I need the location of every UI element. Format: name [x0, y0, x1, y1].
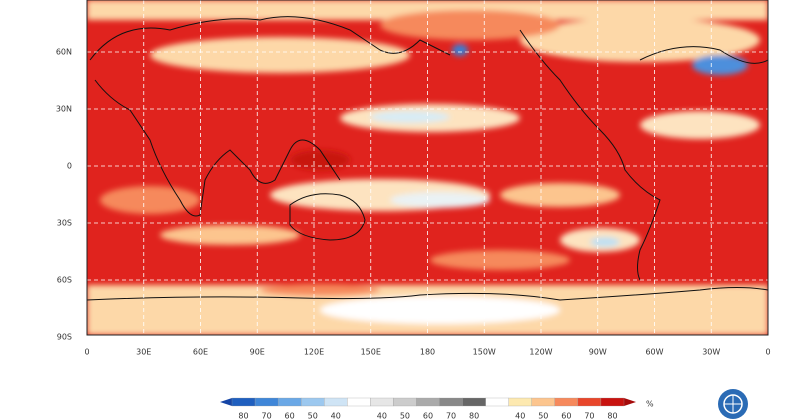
- colorbar-cell: [531, 397, 555, 407]
- lon-label: 90E: [250, 348, 265, 357]
- lat-label: 60N: [56, 48, 72, 57]
- colorbar-label: 50: [538, 412, 548, 420]
- colorbar-label: 50: [400, 412, 410, 420]
- lat-label: 30N: [56, 105, 72, 114]
- lon-label: 30W: [702, 348, 720, 357]
- colorbar-cell: [324, 397, 348, 407]
- colorbar-cell: [554, 397, 579, 407]
- colorbar-arrow-right: [624, 398, 636, 406]
- lat-label: 90S: [57, 333, 72, 342]
- lon-label: 60W: [645, 348, 663, 357]
- colorbar-cell: [462, 397, 486, 407]
- lon-label: 150E: [361, 348, 381, 357]
- lat-label: 60S: [57, 276, 72, 285]
- colorbar-label: 80: [607, 412, 617, 420]
- colorbar-cell: [508, 397, 532, 407]
- colorbar-label: 40: [515, 412, 525, 420]
- lon-label: 120E: [304, 348, 324, 357]
- colorbar-cell: [439, 397, 463, 407]
- lon-label: 180: [420, 348, 435, 357]
- graticule: [87, 0, 768, 335]
- map: [87, 0, 768, 335]
- colorbar-label: 60: [423, 412, 433, 420]
- lon-label: 150W: [473, 348, 496, 357]
- colorbar-cell: [393, 397, 417, 407]
- colorbar-label: 60: [561, 412, 571, 420]
- wmo-logo: [718, 389, 748, 419]
- colorbar-label: 80: [238, 412, 248, 420]
- lat-label: 0: [67, 162, 72, 171]
- colorbar-label: 40: [377, 412, 387, 420]
- colorbar-label: 40: [331, 412, 341, 420]
- colorbar-cell: [254, 397, 279, 407]
- colorbar-label: 60: [285, 412, 295, 420]
- colorbar-cell: [370, 397, 394, 407]
- colorbar-cell: [277, 397, 302, 407]
- colorbar-label: 50: [308, 412, 318, 420]
- colorbar-label: 70: [584, 412, 594, 420]
- lon-label: 120W: [529, 348, 552, 357]
- colorbar-cell: [416, 397, 440, 407]
- colorbar-cell: [577, 397, 602, 407]
- colorbar-cell: [231, 397, 256, 407]
- lon-label: 0: [84, 348, 89, 357]
- colorbar-label: 70: [261, 412, 271, 420]
- axis-labels: 60N 30N 0 30S 60S 90S 0 30E 60E 90E 120E 150E 180 150…: [56, 48, 771, 357]
- coastlines: [87, 16, 768, 301]
- lat-label: 30S: [57, 219, 72, 228]
- colorbar-arrow-left: [220, 398, 232, 406]
- colorbar-cell: [347, 397, 371, 407]
- colorbar-label: 80: [469, 412, 479, 420]
- map-frame: [86, 0, 769, 336]
- lon-label: 0: [765, 348, 770, 357]
- colorbar-unit: %: [646, 400, 654, 409]
- lon-label: 30E: [136, 348, 151, 357]
- colorbar-cell: [600, 397, 625, 407]
- colorbar-cell: [485, 397, 509, 407]
- lon-label: 90W: [589, 348, 607, 357]
- colorbar: 80 70 60 50 40 40 50 60 70 80 40 50 60 70 80%: [220, 397, 654, 420]
- lon-label: 60E: [193, 348, 208, 357]
- colorbar-cell: [301, 397, 325, 407]
- colorbar-label: 70: [446, 412, 456, 420]
